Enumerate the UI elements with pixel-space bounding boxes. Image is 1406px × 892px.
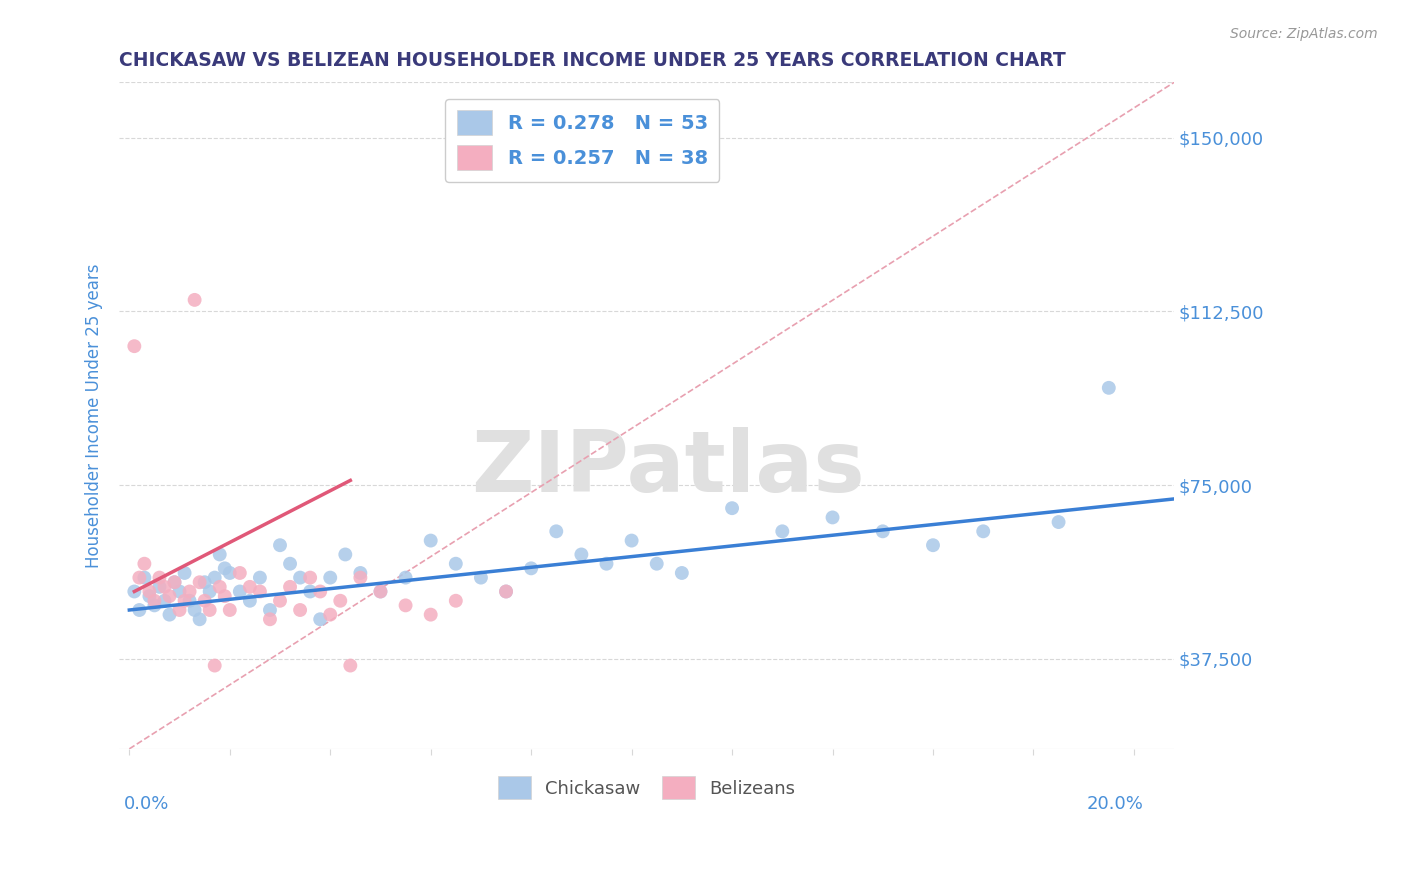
Point: [721, 501, 744, 516]
Point: [770, 524, 793, 539]
Point: [138, 584, 160, 599]
Point: [394, 571, 416, 585]
Point: [148, 571, 170, 585]
Point: [229, 584, 252, 599]
Point: [972, 524, 994, 539]
Point: [124, 339, 146, 353]
Point: [872, 524, 894, 539]
Point: [299, 584, 322, 599]
Text: CHICKASAW VS BELIZEAN HOUSEHOLDER INCOME UNDER 25 YEARS CORRELATION CHART: CHICKASAW VS BELIZEAN HOUSEHOLDER INCOME…: [120, 51, 1066, 70]
Point: [370, 584, 392, 599]
Point: [229, 566, 252, 580]
Point: [419, 607, 441, 622]
Point: [138, 589, 160, 603]
Point: [134, 557, 156, 571]
Point: [269, 593, 291, 607]
Point: [169, 603, 191, 617]
Point: [179, 584, 201, 599]
Point: [208, 580, 231, 594]
Text: 20.0%: 20.0%: [1087, 795, 1144, 814]
Point: [249, 571, 271, 585]
Point: [1098, 381, 1121, 395]
Point: [198, 603, 221, 617]
Point: [218, 603, 240, 617]
Point: [278, 580, 301, 594]
Point: [335, 548, 357, 562]
Y-axis label: Householder Income Under 25 years: Householder Income Under 25 years: [86, 263, 103, 568]
Point: [370, 584, 392, 599]
Point: [495, 584, 517, 599]
Point: [169, 584, 191, 599]
Point: [309, 612, 332, 626]
Point: [124, 584, 146, 599]
Point: [188, 612, 211, 626]
Point: [269, 538, 291, 552]
Point: [288, 571, 311, 585]
Point: [620, 533, 643, 548]
Point: [153, 580, 176, 594]
Point: [173, 566, 195, 580]
Point: [546, 524, 568, 539]
Point: [419, 533, 441, 548]
Point: [319, 607, 342, 622]
Point: [173, 593, 195, 607]
Point: [249, 584, 271, 599]
Point: [329, 593, 352, 607]
Point: [339, 658, 361, 673]
Point: [218, 566, 240, 580]
Point: [183, 603, 205, 617]
Point: [159, 589, 181, 603]
Text: ZIPatlas: ZIPatlas: [471, 427, 865, 510]
Point: [444, 593, 467, 607]
Point: [259, 612, 281, 626]
Point: [349, 571, 371, 585]
Point: [288, 603, 311, 617]
Point: [595, 557, 617, 571]
Point: [179, 593, 201, 607]
Point: [194, 593, 217, 607]
Point: [495, 584, 517, 599]
Legend: Chickasaw, Belizeans: Chickasaw, Belizeans: [491, 769, 803, 806]
Point: [520, 561, 543, 575]
Point: [922, 538, 945, 552]
Point: [148, 580, 170, 594]
Point: [163, 575, 186, 590]
Point: [183, 293, 205, 307]
Point: [159, 607, 181, 622]
Point: [1047, 515, 1070, 529]
Point: [188, 575, 211, 590]
Point: [128, 571, 150, 585]
Point: [153, 593, 176, 607]
Point: [394, 599, 416, 613]
Point: [645, 557, 668, 571]
Point: [470, 571, 492, 585]
Point: [571, 548, 593, 562]
Point: [309, 584, 332, 599]
Text: Source: ZipAtlas.com: Source: ZipAtlas.com: [1230, 27, 1378, 41]
Point: [134, 571, 156, 585]
Point: [204, 658, 226, 673]
Point: [278, 557, 301, 571]
Point: [821, 510, 844, 524]
Point: [204, 571, 226, 585]
Point: [444, 557, 467, 571]
Point: [194, 575, 217, 590]
Point: [163, 575, 186, 590]
Point: [319, 571, 342, 585]
Point: [128, 603, 150, 617]
Text: 0.0%: 0.0%: [124, 795, 170, 814]
Point: [259, 603, 281, 617]
Point: [214, 589, 236, 603]
Point: [239, 593, 262, 607]
Point: [143, 593, 166, 607]
Point: [239, 580, 262, 594]
Point: [349, 566, 371, 580]
Point: [198, 584, 221, 599]
Point: [671, 566, 693, 580]
Point: [208, 548, 231, 562]
Point: [214, 561, 236, 575]
Point: [143, 599, 166, 613]
Point: [299, 571, 322, 585]
